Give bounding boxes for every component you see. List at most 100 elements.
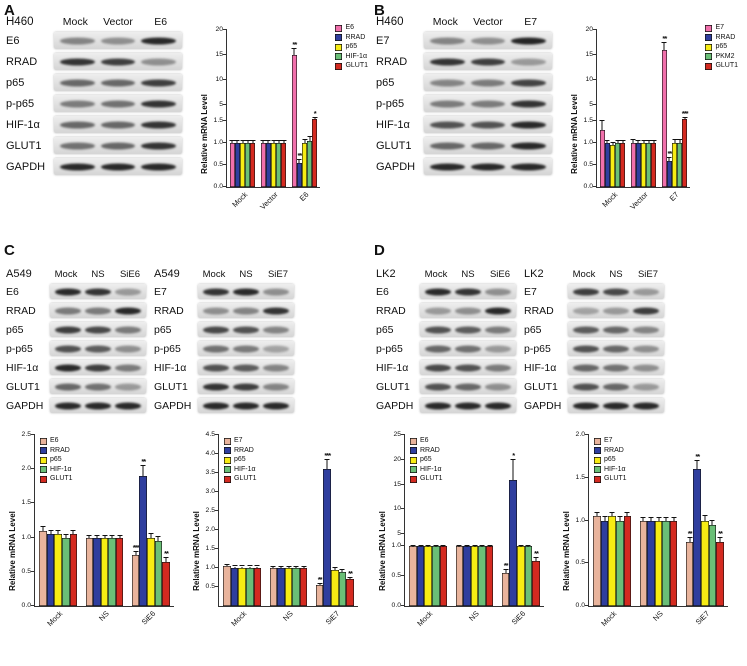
error-bar [535, 558, 537, 562]
protein-label: GAPDH [154, 399, 192, 412]
protein-band [430, 163, 465, 170]
legend-label: HIF-1α [50, 465, 72, 473]
error-bar-cap [648, 516, 654, 518]
bar-HIF-1α [245, 568, 254, 606]
protein-label: E6 [6, 34, 20, 47]
y-tick-mark [30, 468, 35, 470]
panel-A: A H460 Mock Vector E6 E6 RRAD p65 p-p65 HIF-1α GL… [2, 0, 368, 238]
legend-item: GLUT1 [594, 475, 627, 483]
bar-RRAD [647, 520, 655, 606]
y-tick-label: 1.0 [583, 139, 593, 147]
blot-image [50, 379, 146, 394]
protein-band [633, 364, 660, 371]
y-tick-label: 20 [585, 26, 593, 33]
legend-label: RRAD [604, 446, 624, 454]
protein-label: RRAD [6, 304, 36, 317]
error-bar-cap [155, 535, 161, 537]
protein-band [511, 79, 546, 86]
protein-band [202, 345, 229, 352]
protein-band [424, 307, 451, 314]
blot-block-D-siE6: LK2 Mock NS SiE6 E6 RRAD p65 p-p65 HIF-1α GLUT1 GA… [376, 268, 516, 417]
error-bar [696, 460, 698, 470]
protein-band [633, 288, 660, 295]
y-tick-mark [222, 120, 227, 122]
protein-band [60, 58, 95, 65]
plot-area: 0.0 0.5 1.0 1.5 5 10 15 20 Mock Vector E6 ** ** * [214, 26, 320, 211]
blot-row: RRAD [6, 303, 146, 318]
y-tick-label: 2.0 [21, 465, 31, 473]
y-tick-mark [30, 605, 35, 606]
y-tick-label: 25 [393, 431, 401, 438]
error-bar [104, 535, 105, 538]
blot-image [420, 284, 516, 299]
protein-band [470, 100, 506, 107]
lane-labels: Mock NS SiE6 [50, 269, 146, 280]
protein-band [115, 288, 142, 295]
protein-label: HIF-1α [376, 361, 409, 374]
legend-swatch [705, 62, 713, 70]
error-bar [272, 566, 274, 569]
error-bar [280, 566, 282, 569]
blot-row: HIF-1α [154, 360, 294, 375]
bar-PKM2 [615, 143, 621, 187]
legend-item: HIF-1α [335, 53, 368, 61]
legend-swatch [40, 456, 47, 464]
blot-row: GLUT1 [6, 379, 146, 394]
legend-swatch [410, 475, 417, 483]
blot-image [568, 398, 664, 413]
protein-band [115, 345, 142, 352]
protein-band [263, 383, 290, 390]
bar-RRAD [323, 469, 332, 606]
error-bar [604, 517, 606, 521]
error-bar-cap [229, 139, 235, 141]
protein-band [603, 402, 629, 409]
blot-row: p65 [154, 322, 294, 337]
error-bar-cap [709, 519, 715, 521]
protein-label: p65 [376, 76, 395, 89]
protein-label: E7 [524, 285, 537, 298]
error-bar-cap [440, 544, 446, 546]
lane-label: Vector [473, 16, 503, 28]
blot-row: p-p65 [6, 341, 146, 356]
legend-label: p65 [50, 456, 62, 463]
blot-image [420, 360, 516, 375]
blot-row: p65 [376, 74, 552, 91]
protein-band [511, 100, 546, 107]
error-bar-cap [324, 458, 330, 460]
protein-band [430, 121, 465, 128]
bar-E6 [409, 545, 417, 606]
y-tick-label: 15 [585, 51, 593, 59]
legend-label: GLUT1 [715, 62, 738, 69]
error-bar [642, 517, 644, 521]
legend-swatch [594, 437, 601, 445]
protein-band [141, 79, 176, 86]
x-tick-label: NS [651, 609, 665, 623]
protein-band [455, 288, 481, 295]
error-bar-cap [109, 534, 115, 536]
bar-p65 [238, 568, 246, 606]
error-bar [288, 566, 289, 569]
legend: E7 RRAD p65 PKM2 GLUT1 [705, 24, 738, 70]
x-tick-label: Mock [229, 609, 249, 629]
y-tick-mark [584, 562, 589, 564]
cell-line-label: A549 [6, 268, 32, 280]
protein-band [85, 288, 111, 295]
error-bar [665, 517, 667, 521]
bar-GLUT1 [623, 516, 632, 606]
blot-image [50, 341, 146, 356]
y-tick-label: 1.5 [205, 545, 215, 553]
bar-p65 [239, 143, 246, 187]
bar-RRAD [230, 568, 239, 606]
error-bar [234, 566, 236, 569]
error-bar-cap [332, 567, 338, 569]
protein-label: GLUT1 [524, 380, 558, 393]
error-bar [157, 536, 159, 542]
y-tick-mark [592, 79, 597, 81]
legend-item: RRAD [40, 447, 73, 455]
y-tick-label: 10 [393, 505, 401, 513]
protein-band [633, 307, 660, 314]
legend-item: RRAD [335, 34, 368, 42]
bar-E6 [260, 143, 266, 187]
bar-GLUT1 [162, 561, 170, 606]
protein-label: p-p65 [376, 97, 405, 110]
